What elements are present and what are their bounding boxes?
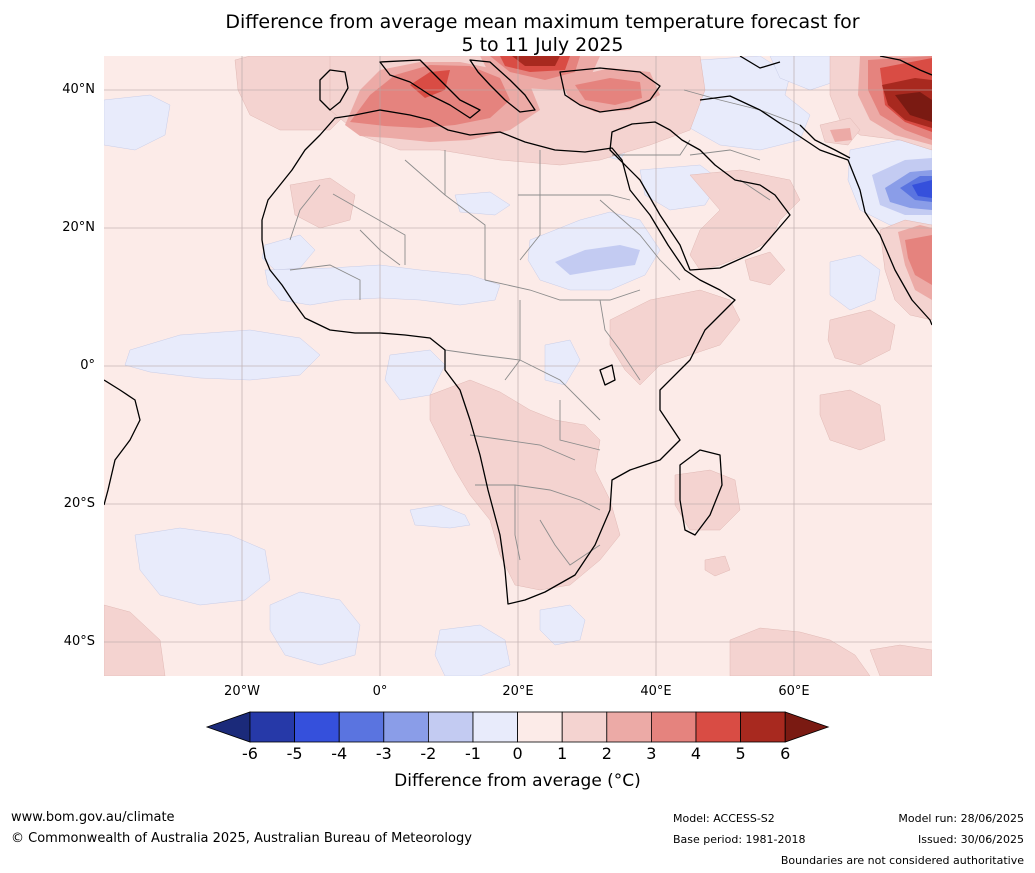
footer-issued: Issued: 30/06/2025 — [917, 833, 1024, 846]
warm-anomaly-above-6 — [895, 92, 932, 122]
colorbar-bin — [695, 711, 741, 743]
lat-label-40n: 40°N — [62, 82, 95, 97]
lat-label-equator: 0° — [80, 358, 95, 373]
colorbar-tick-label: 5 — [735, 744, 746, 763]
colorbar-bin — [517, 711, 563, 743]
colorbar-bin — [740, 711, 786, 743]
footer-website: www.bom.gov.au/climate — [11, 810, 175, 825]
colorbar-tick-label: 2 — [601, 744, 612, 763]
footer-model: Model: ACCESS-S2 — [673, 812, 775, 825]
colorbar-tick-label: -2 — [420, 744, 437, 763]
lat-label-20s: 20°S — [63, 496, 95, 511]
lon-label-40e: 40°E — [640, 684, 672, 699]
lon-label-60e: 60°E — [778, 684, 810, 699]
colorbar-tick-label: -6 — [242, 744, 258, 763]
country-borders — [289, 89, 801, 566]
colorbar-bin — [249, 711, 295, 743]
colorbar-tick-label: -3 — [375, 744, 392, 763]
colorbar-bin — [294, 711, 340, 743]
map-title-line2: 5 to 11 July 2025 — [461, 34, 624, 56]
lon-label-0: 0° — [372, 684, 388, 699]
colorbar-tick-label: -5 — [286, 744, 303, 763]
footer-copyright: © Commonwealth of Australia 2025, Austra… — [11, 831, 472, 846]
colorbar — [205, 711, 830, 743]
colorbar-bin — [606, 711, 652, 743]
footer-disclaimer: Boundaries are not considered authoritat… — [780, 854, 1024, 867]
colorbar-tick-label: -1 — [465, 744, 481, 763]
colorbar-tick-label: -4 — [331, 744, 348, 763]
graticule — [104, 56, 932, 676]
footer-base-period: Base period: 1981-2018 — [673, 833, 806, 846]
colorbar-extend-high — [784, 711, 830, 743]
lat-label-20n: 20°N — [62, 220, 95, 235]
colorbar-tick-label: 4 — [690, 744, 702, 763]
coastlines — [104, 56, 932, 605]
colorbar-bin — [427, 711, 474, 743]
footer-model-run: Model run: 28/06/2025 — [898, 812, 1024, 825]
colorbar-tick-label: 6 — [780, 744, 791, 763]
map-panel — [104, 56, 932, 676]
colorbar-label: Difference from average (°C) — [394, 771, 641, 791]
colorbar-tick-label: 1 — [557, 744, 568, 763]
colorbar-extend-low — [205, 711, 251, 743]
colorbar-bin — [383, 711, 429, 743]
lon-label-20e: 20°E — [502, 684, 534, 699]
lon-label-20w: 20°W — [224, 684, 260, 699]
map-title-line1: Difference from average mean maximum tem… — [225, 11, 860, 33]
lat-label-40s: 40°S — [63, 634, 95, 649]
colorbar-bin — [472, 711, 518, 743]
colorbar-tick-label: 0 — [512, 744, 523, 763]
colorbar-bin — [561, 711, 608, 743]
colorbar-tick-label: 3 — [646, 744, 657, 763]
colorbar-bin — [651, 711, 697, 743]
strong-cool-region — [885, 170, 932, 210]
colorbar-bin — [338, 711, 385, 743]
